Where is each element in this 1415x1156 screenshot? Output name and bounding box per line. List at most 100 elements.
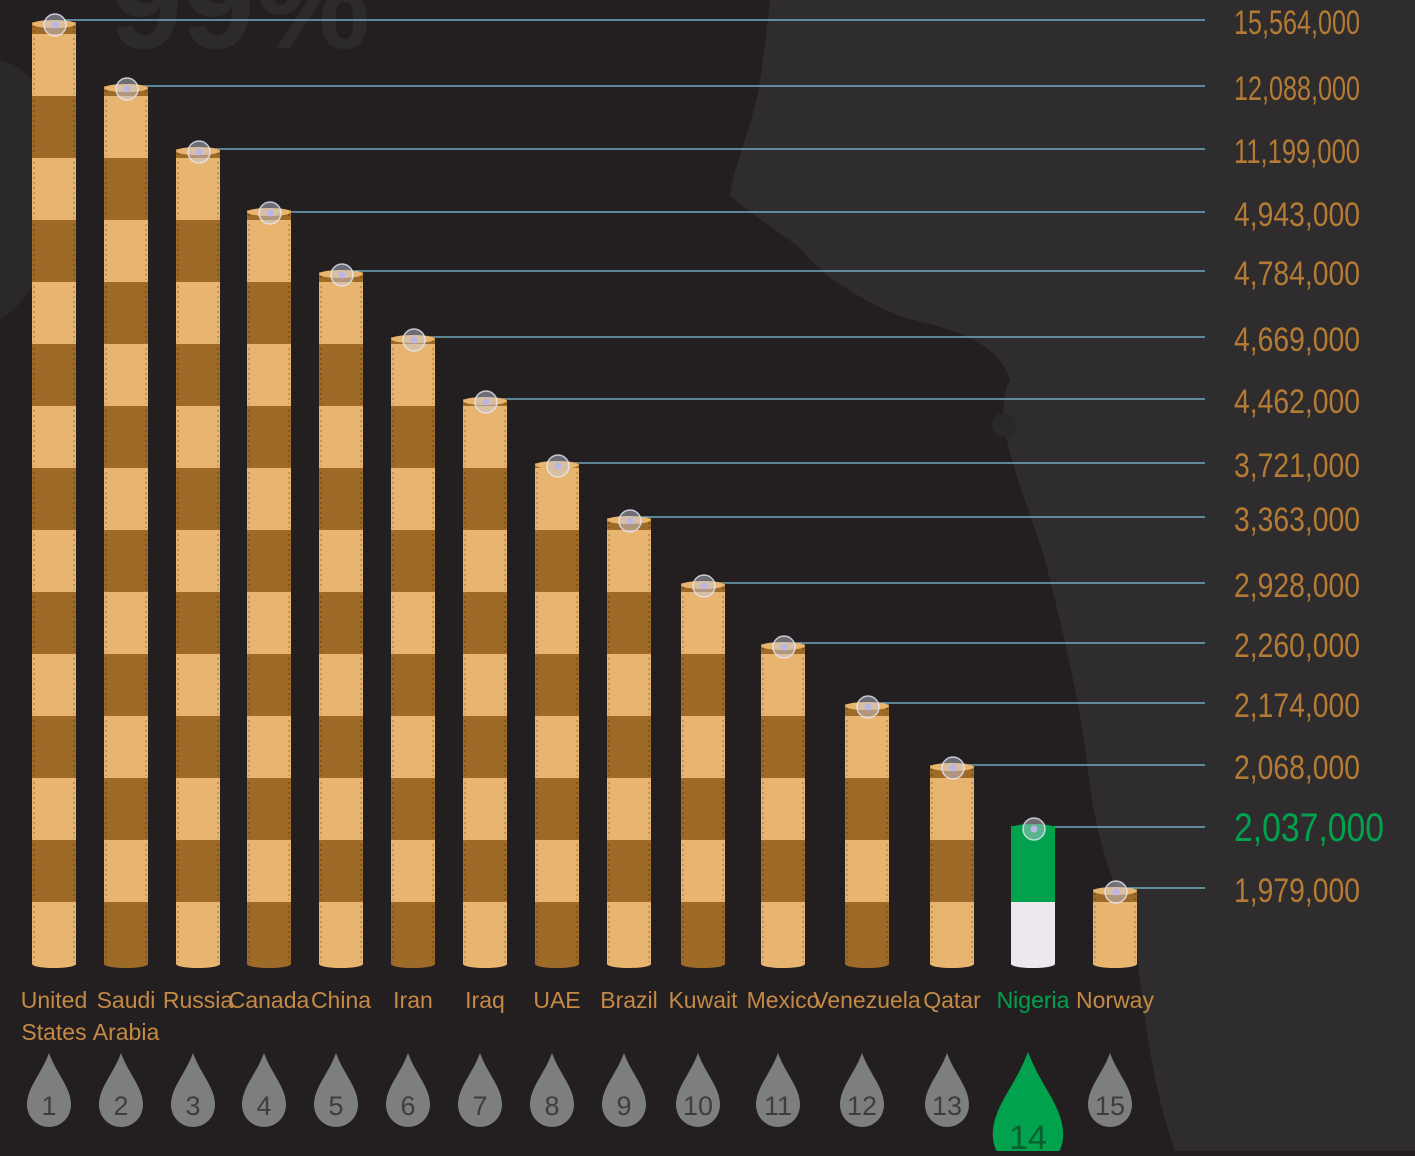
barrel-segment: [463, 716, 507, 778]
barrel-segment: [391, 778, 435, 840]
barrel-base: [535, 960, 579, 968]
barrel-segment: [104, 282, 148, 344]
barrel-segment: [32, 96, 76, 158]
barrel-base: [1093, 960, 1137, 968]
country-label-6: Iran: [393, 987, 433, 1013]
drop-shape: [676, 1053, 720, 1127]
barrel-segment: [32, 530, 76, 592]
rank-drop-10: 10: [676, 1053, 720, 1127]
barrel-stack-7: [463, 397, 507, 968]
barrel-segment: [1093, 902, 1137, 964]
barrel-base: [104, 960, 148, 968]
barrel-segment: [176, 902, 220, 964]
barrel-stack-13: [930, 763, 974, 968]
rank-drop-1: 1: [27, 1053, 71, 1127]
background-percent-text: 99%: [110, 0, 370, 76]
barrel-segment: [176, 530, 220, 592]
barrel-segment: [247, 840, 291, 902]
barrel-segment: [1011, 840, 1055, 902]
rank-number-1: 1: [41, 1091, 56, 1121]
barrel-segment: [535, 468, 579, 530]
barrel-segment: [391, 840, 435, 902]
barrel-base: [391, 960, 435, 968]
drop-shape: [530, 1053, 574, 1127]
rank-drop-2: 2: [99, 1053, 143, 1127]
barrel-segment: [391, 344, 435, 406]
rank-drop-11: 11: [756, 1053, 800, 1127]
barrel-segment: [319, 530, 363, 592]
rank-drop-5: 5: [314, 1053, 358, 1127]
value-label-10: 2,928,000: [1234, 567, 1360, 605]
barrel-segment: [32, 344, 76, 406]
country-label-1: States: [21, 1019, 86, 1045]
drop-shape: [242, 1053, 286, 1127]
barrel-stack-6: [391, 335, 435, 968]
country-label-8: UAE: [533, 987, 580, 1013]
barrel-segment: [176, 468, 220, 530]
country-label-9: Brazil: [600, 987, 658, 1013]
drop-shape: [992, 1051, 1064, 1156]
value-label-3: 11,199,000: [1234, 133, 1360, 171]
barrel-segment: [535, 902, 579, 964]
barrel-segment: [535, 592, 579, 654]
barrel-segment: [32, 902, 76, 964]
country-label-14: Nigeria: [997, 987, 1070, 1013]
leader-bubble-dot: [195, 148, 203, 156]
rank-number-4: 4: [256, 1091, 271, 1121]
barrel-base: [845, 960, 889, 968]
barrel-segment: [845, 778, 889, 840]
barrel-segment: [535, 530, 579, 592]
country-label-7: Iraq: [465, 987, 505, 1013]
barrel-segment: [535, 654, 579, 716]
rank-drop-6: 6: [386, 1053, 430, 1127]
barrel-segment: [463, 902, 507, 964]
barrel-segment: [463, 840, 507, 902]
leader-bubble-dot: [338, 271, 346, 279]
barrel-segment: [761, 716, 805, 778]
barrel-base: [463, 960, 507, 968]
barrel-segment: [32, 840, 76, 902]
rank-number-11: 11: [764, 1091, 792, 1121]
barrel-segment: [32, 592, 76, 654]
barrel-segment: [104, 840, 148, 902]
barrel-segment: [247, 344, 291, 406]
barrel-segment: [176, 716, 220, 778]
barrel-segment: [104, 716, 148, 778]
barrel-segment: [463, 778, 507, 840]
country-label-11: Mexico: [747, 987, 820, 1013]
leader-bubble-dot: [949, 764, 957, 772]
barrel-segment: [176, 592, 220, 654]
barrel-segment: [319, 902, 363, 964]
leader-bubble-dot: [410, 336, 418, 344]
value-label-6: 4,669,000: [1234, 321, 1360, 359]
barrel-segment: [32, 34, 76, 96]
barrel-segment: [104, 778, 148, 840]
barrel-segment: [176, 654, 220, 716]
barrel-segment: [104, 220, 148, 282]
rank-number-2: 2: [113, 1091, 128, 1121]
rank-drop-14: 14: [992, 1051, 1064, 1156]
rank-number-12: 12: [847, 1091, 877, 1121]
value-label-4: 4,943,000: [1234, 196, 1360, 234]
barrel-segment: [32, 468, 76, 530]
country-label-12: Venezuela: [813, 987, 921, 1013]
leader-bubble-dot: [780, 643, 788, 651]
barrel-segment: [319, 840, 363, 902]
barrel-segment: [607, 716, 651, 778]
barrel-base: [247, 960, 291, 968]
barrel-segment: [391, 716, 435, 778]
barrel-base: [930, 960, 974, 968]
barrel-segment: [391, 406, 435, 468]
barrel-stack-5: [319, 270, 363, 968]
barrel-segment: [32, 158, 76, 220]
country-label-4: Canada: [229, 987, 310, 1013]
barrel-segment: [319, 468, 363, 530]
value-label-15: 1,979,000: [1234, 872, 1360, 910]
barrel-stack-14: [1011, 824, 1055, 968]
rank-number-15: 15: [1095, 1091, 1125, 1121]
barrel-stack-12: [845, 702, 889, 968]
leader-bubble-dot: [554, 462, 562, 470]
barrel-segment: [845, 716, 889, 778]
